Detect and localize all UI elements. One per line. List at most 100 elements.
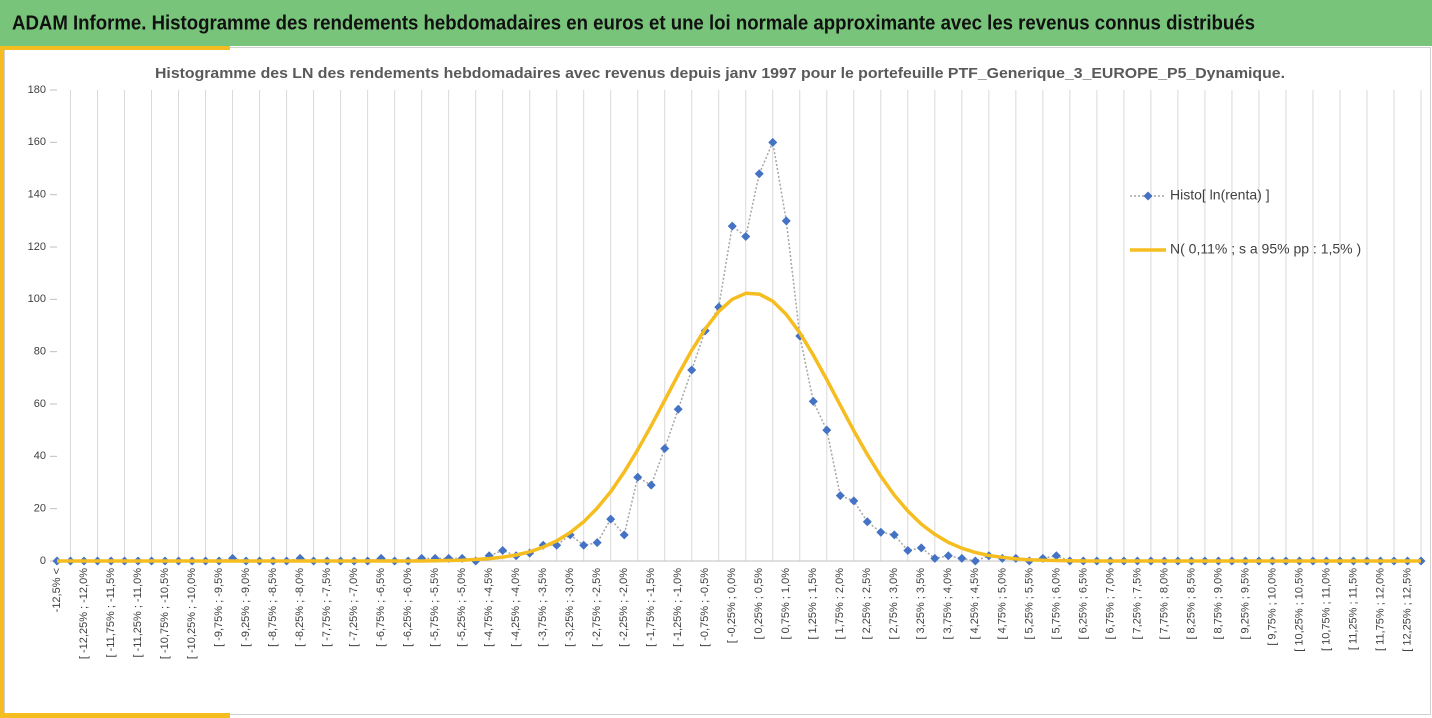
data-point — [943, 551, 953, 561]
y-tick-label: 120 — [28, 241, 46, 253]
accent — [0, 46, 4, 718]
y-tick-label: 140 — [28, 189, 46, 201]
data-point — [673, 404, 683, 414]
x-tick-label: [ -9,25% ; -9,0% — [240, 568, 252, 647]
x-tick-label: [ -7,75% ; -7,5% — [321, 568, 333, 647]
x-tick-label: [ 9,75% ; 10,0% — [1266, 568, 1278, 646]
x-tick-label: [ 0,75% ; 1,0% — [780, 568, 792, 640]
x-tick-label: [ 7,25% ; 7,5% — [1131, 568, 1143, 640]
x-tick-label: [ -1,75% ; -1,5% — [645, 568, 657, 647]
data-point — [592, 538, 602, 548]
y-tick-label: 0 — [40, 555, 46, 567]
y-tick-label: 40 — [34, 450, 46, 462]
x-tick-label: [ -10,75% ; -10,5% — [159, 568, 171, 659]
x-tick-label: [ 6,75% ; 7,0% — [1104, 568, 1116, 640]
x-tick-label: [ -5,75% ; -5,5% — [429, 568, 441, 647]
x-tick-label: [ 1,25% ; 1,5% — [807, 568, 819, 640]
x-tick-label: [ -5,25% ; -5,0% — [456, 568, 468, 647]
accent — [0, 46, 230, 50]
x-tick-label: [ -8,25% ; -8,0% — [294, 568, 306, 647]
x-tick-label: [ 2,75% ; 3,0% — [888, 568, 900, 640]
x-tick-label: [ 4,75% ; 5,0% — [996, 568, 1008, 640]
data-point — [579, 540, 589, 550]
x-tick-label: [ -1,25% ; -1,0% — [672, 568, 684, 647]
x-tick-label: [ -11,75% ; -11,5% — [105, 568, 117, 658]
x-tick-label: [ 9,25% ; 9,5% — [1239, 568, 1251, 640]
data-point — [646, 480, 656, 490]
x-tick-label: [ -4,75% ; -4,5% — [483, 568, 495, 647]
x-tick-label: [ -3,25% ; -3,0% — [564, 568, 576, 647]
accent — [0, 713, 230, 718]
x-tick-label: [ 1,75% ; 2,0% — [834, 568, 846, 640]
data-point — [970, 556, 980, 566]
x-tick-label: [ 8,25% ; 8,5% — [1185, 568, 1197, 640]
x-tick-label: [ 5,25% ; 5,5% — [1023, 568, 1035, 640]
x-tick-label: -12,5% < — [51, 568, 63, 612]
chart-title: Histogramme des LN des rendements hebdom… — [155, 65, 1285, 82]
data-point — [498, 546, 508, 556]
header-bar — [0, 0, 1432, 46]
x-tick-label: [ -0,25% ; 0,0% — [726, 568, 738, 643]
data-point — [633, 472, 643, 482]
x-tick-label: [ 2,25% ; 2,5% — [861, 568, 873, 640]
data-point — [619, 530, 629, 540]
x-tick-label: [ -11,25% ; -11,0% — [132, 568, 144, 658]
x-tick-label: [ 7,75% ; 8,0% — [1158, 568, 1170, 640]
x-tick-label: [ 11,75% ; 12,0% — [1374, 568, 1386, 651]
data-point — [754, 169, 764, 179]
legend-marker — [1143, 191, 1153, 201]
data-point — [889, 530, 899, 540]
x-tick-label: [ -3,75% ; -3,5% — [537, 568, 549, 647]
data-point — [768, 137, 778, 147]
x-tick-label: [ -2,25% ; -2,0% — [618, 568, 630, 647]
legend-label: Histo[ ln(renta) ] — [1170, 187, 1270, 203]
x-tick-label: [ -12,25% ; -12,0% — [78, 568, 90, 659]
data-point — [835, 491, 845, 501]
x-tick-label: [ 6,25% ; 6,5% — [1077, 568, 1089, 640]
data-point — [727, 221, 737, 231]
series-line — [57, 291, 1421, 563]
y-tick-label: 20 — [34, 503, 46, 515]
data-point — [1051, 551, 1061, 561]
data-point — [916, 543, 926, 553]
x-tick-label: [ 5,75% ; 6,0% — [1050, 568, 1062, 640]
data-point — [822, 425, 832, 435]
y-tick-label: 100 — [28, 293, 46, 305]
x-tick-label: [ -6,75% ; -6,5% — [375, 568, 387, 647]
legend-label: N( 0,11% ; s a 95% pp : 1,5% ) — [1170, 241, 1361, 257]
data-point — [849, 496, 859, 506]
x-tick-label: [ -8,75% ; -8,5% — [267, 568, 279, 647]
data-point — [903, 546, 913, 556]
x-tick-label: [ 4,25% ; 4,5% — [969, 568, 981, 640]
x-tick-label: [ -4,25% ; -4,0% — [510, 568, 522, 647]
x-tick-label: [ 0,25% ; 0,5% — [753, 568, 765, 640]
x-tick-label: [ 8,75% ; 9,0% — [1212, 568, 1224, 640]
x-tick-label: [ 3,25% ; 3,5% — [915, 568, 927, 640]
x-tick-label: [ 3,75% ; 4,0% — [942, 568, 954, 640]
data-point — [808, 396, 818, 406]
chart-frame — [4, 47, 1431, 715]
x-tick-label: [ -6,25% ; -6,0% — [402, 568, 414, 647]
data-point — [862, 517, 872, 527]
x-tick-label: [ 12,25% ; 12,5% — [1401, 568, 1413, 652]
data-point — [606, 514, 616, 524]
data-point — [930, 553, 940, 563]
x-tick-label: [ -7,25% ; -7,0% — [348, 568, 360, 647]
header-title: ADAM Informe. Histogramme des rendements… — [12, 12, 1255, 34]
data-point — [957, 553, 967, 563]
data-point — [876, 527, 886, 537]
x-tick-label: [ 10,75% ; 11,0% — [1320, 568, 1332, 651]
y-tick-label: 180 — [28, 84, 46, 96]
x-tick-label: [ -2,75% ; -2,5% — [591, 568, 603, 647]
x-tick-label: [ -9,75% ; -9,5% — [213, 568, 225, 647]
y-tick-label: 160 — [28, 136, 46, 148]
x-tick-label: [ -10,25% ; -10,0% — [186, 568, 198, 659]
data-point — [687, 365, 697, 375]
data-point — [660, 443, 670, 453]
x-tick-label: [ -0,75% ; -0,5% — [699, 568, 711, 647]
data-point — [741, 232, 751, 242]
x-tick-label: [ 10,25% ; 10,5% — [1293, 568, 1305, 652]
y-tick-label: 60 — [34, 398, 46, 410]
x-tick-label: [ 11,25% ; 11,5% — [1347, 568, 1359, 650]
